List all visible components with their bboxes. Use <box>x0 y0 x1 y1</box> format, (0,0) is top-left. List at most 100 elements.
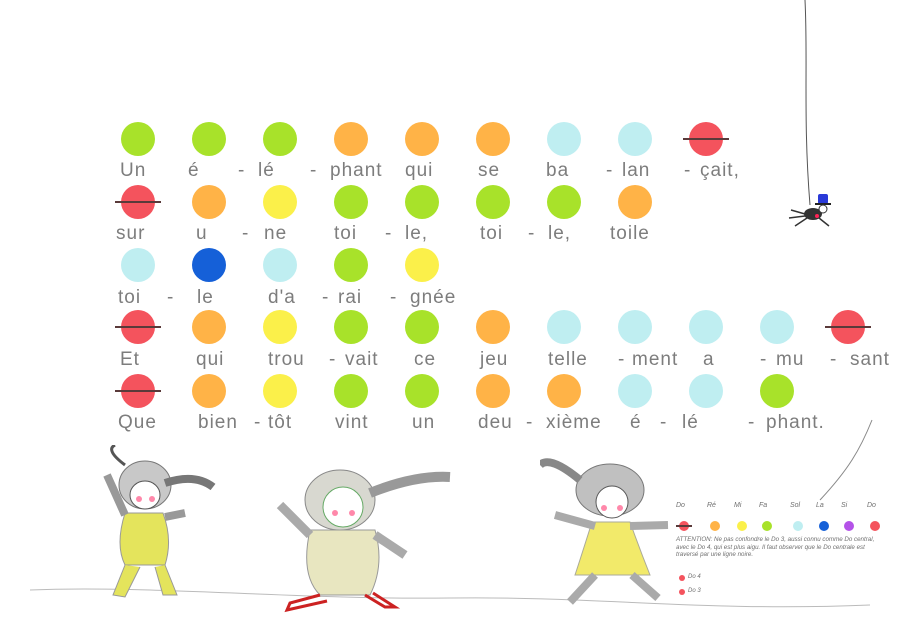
lyric-syllable: - <box>528 223 536 244</box>
note-dot-fa <box>476 185 510 219</box>
lyric-syllable: é <box>630 412 642 433</box>
legend-note-dot <box>737 521 747 531</box>
note-dot-mi <box>263 310 297 344</box>
note-dot-sol <box>760 310 794 344</box>
lyric-syllable: un <box>412 412 436 433</box>
lyric-syllable: é <box>188 160 200 181</box>
note-dot-mi <box>263 374 297 408</box>
elephant-costume-child-2-icon <box>276 469 451 613</box>
note-dot-fa <box>334 185 368 219</box>
note-dot-fa <box>405 185 439 219</box>
lyric-syllable: bien <box>198 412 238 433</box>
lyric-syllable: vint <box>335 412 369 433</box>
lyric-syllable: toi <box>118 287 142 308</box>
lyric-syllable: - <box>684 160 692 181</box>
lyric-syllable: ment <box>632 349 679 370</box>
lyric-syllable: qui <box>405 160 434 181</box>
legend-note-name: Sol <box>790 502 801 509</box>
note-dot-fa <box>334 310 368 344</box>
note-dot-mi <box>263 185 297 219</box>
note-dot-fa <box>192 122 226 156</box>
lyric-syllable: trou <box>268 349 305 370</box>
lyric-syllable: - <box>238 160 246 181</box>
do3-dot <box>679 589 685 595</box>
elephant-costume-child-1-icon <box>103 445 216 598</box>
lyric-syllable: gnée <box>410 287 457 308</box>
note-dot-fa <box>760 374 794 408</box>
lyric-syllable: phant. <box>766 412 825 433</box>
note-dot-fa <box>334 374 368 408</box>
note-dot-re <box>547 374 581 408</box>
lyric-syllable: - <box>322 287 330 308</box>
lyric-syllable: rai <box>338 287 363 308</box>
note-dot-do <box>115 374 161 408</box>
legend-note-dot <box>844 521 854 531</box>
note-dot-sol <box>618 310 652 344</box>
note-dot-re <box>476 122 510 156</box>
lyric-syllable: ce <box>414 349 437 370</box>
lyric-syllable: ne <box>264 223 288 244</box>
note-dot-re <box>618 185 652 219</box>
lyric-syllable: se <box>478 160 501 181</box>
note-dot-sol <box>547 122 581 156</box>
lyric-syllable: - <box>526 412 534 433</box>
lyric-syllable: lé <box>258 160 275 181</box>
lyric-syllable: phant <box>330 160 383 181</box>
lyric-syllable: toile <box>610 223 650 244</box>
lyric-syllable: - <box>830 349 838 370</box>
lyric-syllable: telle <box>548 349 588 370</box>
note-dot-do <box>115 310 161 344</box>
lyric-syllable: - <box>310 160 318 181</box>
note-dot-fa <box>334 248 368 282</box>
note-dot-sol <box>121 248 155 282</box>
note-dot-sol <box>689 374 723 408</box>
lyric-syllable: Que <box>118 412 157 433</box>
legend-note-name: Fa <box>759 502 768 509</box>
legend-note-name: Ré <box>707 502 716 509</box>
legend-note-dot <box>793 521 803 531</box>
note-dot-sol <box>547 310 581 344</box>
legend-attention-note: ATTENTION: Ne pas confondre le Do 3, aus… <box>676 536 875 558</box>
lyric-syllable: sant <box>850 349 890 370</box>
note-dot-re <box>192 310 226 344</box>
lyric-syllable: vait <box>345 349 379 370</box>
note-dot-fa <box>405 374 439 408</box>
legend-note-dot <box>819 521 829 531</box>
do3-label: Do 3 <box>688 588 701 594</box>
note-dot-fa <box>405 310 439 344</box>
lyric-syllable: tôt <box>268 412 293 433</box>
lyric-syllable: deu <box>478 412 513 433</box>
note-dot-mi <box>405 248 439 282</box>
lyric-syllable: le, <box>405 223 429 244</box>
note-dot-re <box>405 122 439 156</box>
lyric-syllable: u <box>196 223 208 244</box>
note-dot-fa <box>121 122 155 156</box>
note-dot-fa <box>263 122 297 156</box>
legend-note-name: Si <box>841 502 848 509</box>
note-dot-re <box>192 185 226 219</box>
do4-dot <box>679 575 685 581</box>
legend-note-name: La <box>816 502 824 509</box>
lyric-syllable: qui <box>196 349 225 370</box>
lyric-syllable: - <box>385 223 393 244</box>
elephant-costume-child-3-icon <box>540 458 669 605</box>
lyric-syllable: d'a <box>268 287 296 308</box>
do4-label: Do 4 <box>688 574 701 580</box>
note-dot-re <box>334 122 368 156</box>
lyric-syllable: - <box>618 349 626 370</box>
lyric-syllable: le, <box>548 223 572 244</box>
note-dot-re <box>476 310 510 344</box>
note-dot-sol <box>689 310 723 344</box>
legend-note-dot <box>676 521 692 531</box>
lyric-syllable: - <box>660 412 668 433</box>
spider-icon <box>788 194 831 227</box>
legend-note-name: Mi <box>734 502 742 509</box>
note-dot-do <box>825 310 871 344</box>
lyric-syllable: sur <box>116 223 146 244</box>
lyric-syllable: - <box>242 223 250 244</box>
note-dot-sol <box>263 248 297 282</box>
legend-note-name: Do <box>867 502 876 509</box>
lyric-syllable: toi <box>334 223 358 244</box>
lyric-syllable: Et <box>120 349 140 370</box>
